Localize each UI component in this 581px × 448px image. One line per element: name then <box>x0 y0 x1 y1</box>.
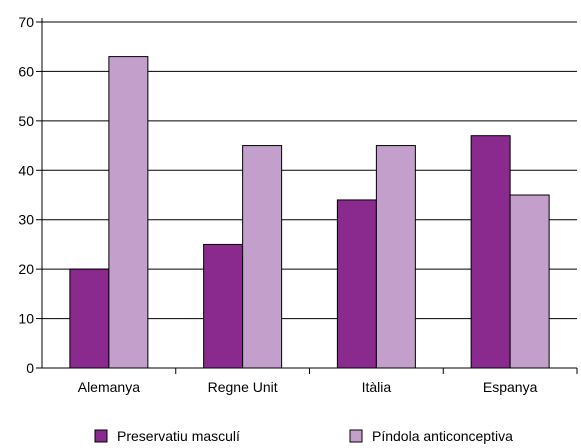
y-tick-label: 40 <box>18 162 34 178</box>
y-tick-label: 60 <box>18 63 34 79</box>
legend: Preservatiu masculí Píndola anticonceptiv… <box>94 428 513 444</box>
bars <box>69 56 550 369</box>
bar-preservatiu-1 <box>203 243 244 369</box>
bar-preservatiu-3 <box>470 135 511 369</box>
x-tick-label: Regne Unit <box>208 379 278 395</box>
y-tick-label: 10 <box>18 311 34 327</box>
y-tick-label: 50 <box>18 113 34 129</box>
legend-label-0: Preservatiu masculí <box>117 428 240 444</box>
bar-preservatiu-2 <box>336 199 377 369</box>
bar-pindola-0 <box>108 56 149 369</box>
legend-swatch-0 <box>94 429 108 443</box>
x-tick-label: Alemanya <box>78 379 140 395</box>
bar-preservatiu-0 <box>69 268 110 369</box>
y-tick-label: 0 <box>26 360 34 376</box>
x-tick-label: Espanya <box>483 379 538 395</box>
axes: 0 10 20 30 40 50 60 70 Alemanya Regne Unit Itàlia E… <box>18 14 578 395</box>
legend-swatch-1 <box>349 429 363 443</box>
bar-pindola-1 <box>242 145 283 369</box>
y-tick-label: 70 <box>18 14 34 30</box>
bar-pindola-2 <box>375 145 416 369</box>
x-tick-label: Itàlia <box>362 379 392 395</box>
legend-label-1: Píndola anticonceptiva <box>372 428 513 444</box>
y-tick-label: 30 <box>18 212 34 228</box>
y-tick-label: 20 <box>18 261 34 277</box>
bar-pindola-3 <box>509 194 550 369</box>
